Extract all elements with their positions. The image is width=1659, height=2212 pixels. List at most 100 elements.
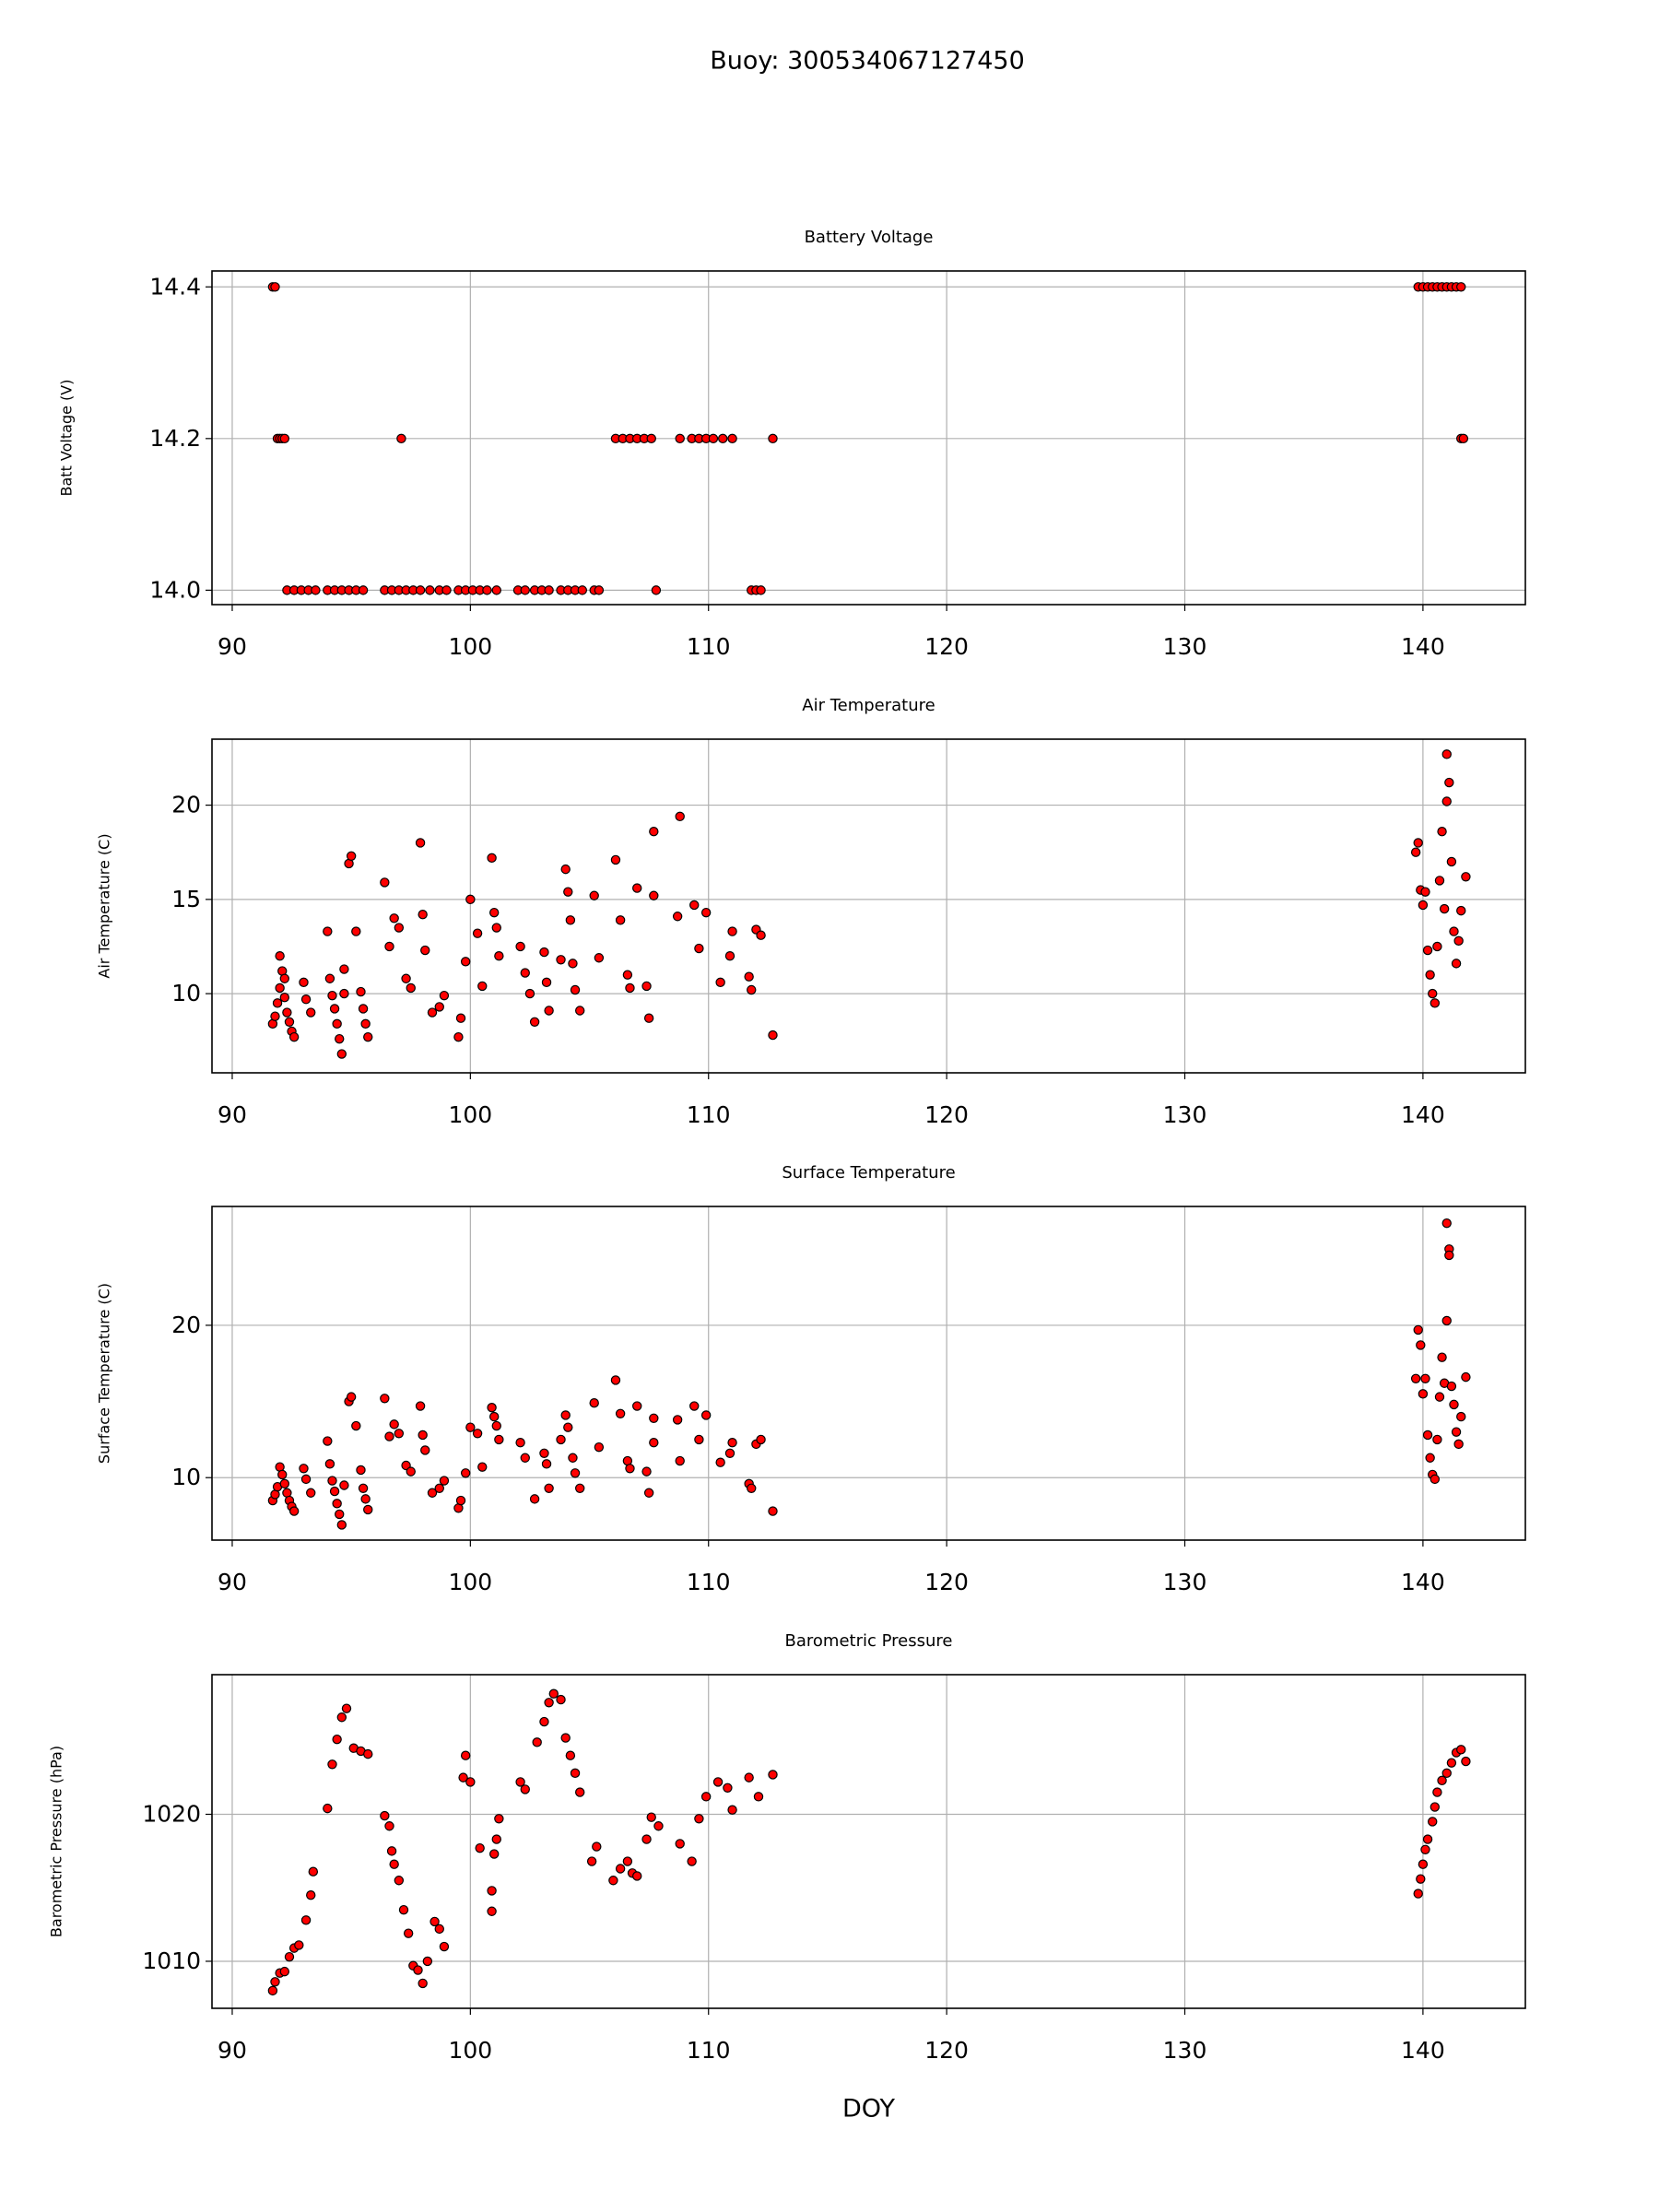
point <box>1437 1352 1447 1362</box>
x-tick-label: 90 <box>218 1101 247 1128</box>
point <box>1441 1768 1452 1779</box>
point <box>434 1002 444 1012</box>
point <box>649 827 659 837</box>
y-axis-label: Barometric Pressure (hPa) <box>48 1746 65 1937</box>
point <box>1420 1844 1430 1854</box>
point <box>563 887 573 897</box>
x-tick-label: 130 <box>1163 633 1207 660</box>
axes-frame <box>211 270 1526 606</box>
point <box>380 1810 390 1821</box>
point <box>384 941 394 952</box>
point <box>363 1504 373 1515</box>
point <box>300 994 312 1005</box>
point <box>427 1488 438 1498</box>
point <box>1420 887 1430 897</box>
point <box>646 1812 656 1822</box>
point <box>282 1007 292 1018</box>
point <box>311 585 321 595</box>
point <box>415 838 426 848</box>
point <box>394 1429 405 1439</box>
point <box>267 1985 278 1996</box>
point <box>515 1438 525 1448</box>
point <box>396 433 406 444</box>
point <box>329 1486 340 1497</box>
point <box>477 981 488 992</box>
point <box>520 585 530 595</box>
point <box>694 1814 704 1824</box>
point <box>332 1499 342 1509</box>
point <box>727 1805 737 1815</box>
point <box>1418 900 1429 911</box>
subplot: 90 100 110 120 130 140 10 20 Surface Temperature… <box>96 1163 1526 1595</box>
point <box>715 977 725 988</box>
x-tick-label: 90 <box>218 2037 247 2064</box>
point <box>415 585 426 595</box>
point <box>420 945 430 956</box>
point <box>586 1856 597 1866</box>
point <box>723 1783 733 1793</box>
point <box>455 1495 466 1506</box>
point <box>1439 903 1450 914</box>
x-tick-label: 130 <box>1163 1101 1207 1128</box>
point <box>288 1506 300 1516</box>
x-tick-label: 100 <box>448 2037 492 2064</box>
x-tick-label: 130 <box>1163 1569 1207 1595</box>
point <box>544 1006 554 1016</box>
subplot: 90 100 110 120 130 140 1010 1020 Barometric Pres… <box>48 1631 1526 2124</box>
point <box>520 1453 530 1463</box>
point <box>592 1841 602 1852</box>
point <box>494 1814 504 1824</box>
point <box>1456 1411 1466 1422</box>
y-tick-label: 20 <box>171 1312 201 1338</box>
point <box>356 986 366 997</box>
point <box>380 1394 390 1404</box>
point <box>1446 1758 1457 1768</box>
point <box>335 1509 345 1520</box>
point <box>465 894 476 905</box>
point <box>1444 1250 1454 1261</box>
point <box>389 913 399 924</box>
x-tick-label: 120 <box>924 1569 969 1595</box>
point <box>1428 988 1438 999</box>
point <box>398 1904 409 1915</box>
point <box>1413 1324 1423 1335</box>
point <box>646 433 656 444</box>
point <box>756 930 766 940</box>
point <box>520 1784 530 1794</box>
y-tick-label: 10 <box>171 1464 201 1490</box>
point <box>488 907 500 918</box>
point <box>327 990 337 1001</box>
axes-frame <box>211 1674 1526 2009</box>
point <box>675 1839 685 1849</box>
point <box>384 1821 394 1831</box>
point <box>560 1410 571 1420</box>
point <box>1461 1756 1471 1767</box>
point <box>1446 856 1457 867</box>
point <box>394 1876 405 1886</box>
point <box>294 1940 304 1950</box>
point <box>401 973 411 983</box>
x-tick-label: 110 <box>687 1101 731 1128</box>
point <box>1420 1373 1430 1383</box>
point <box>279 1966 290 1977</box>
point <box>275 982 285 994</box>
point <box>1425 970 1435 980</box>
point <box>439 1476 450 1486</box>
point <box>615 915 626 925</box>
point <box>539 947 549 958</box>
point <box>360 1018 371 1030</box>
point <box>472 1429 483 1439</box>
point <box>1441 1218 1452 1229</box>
point <box>472 928 483 938</box>
x-tick-label: 100 <box>448 1101 492 1128</box>
point <box>615 1408 626 1419</box>
point <box>768 1030 778 1041</box>
point <box>272 998 283 1008</box>
point <box>608 1876 618 1886</box>
point <box>458 1772 468 1783</box>
point <box>439 1941 450 1952</box>
point <box>1410 847 1421 857</box>
point <box>1418 1389 1429 1399</box>
point <box>544 1483 554 1493</box>
